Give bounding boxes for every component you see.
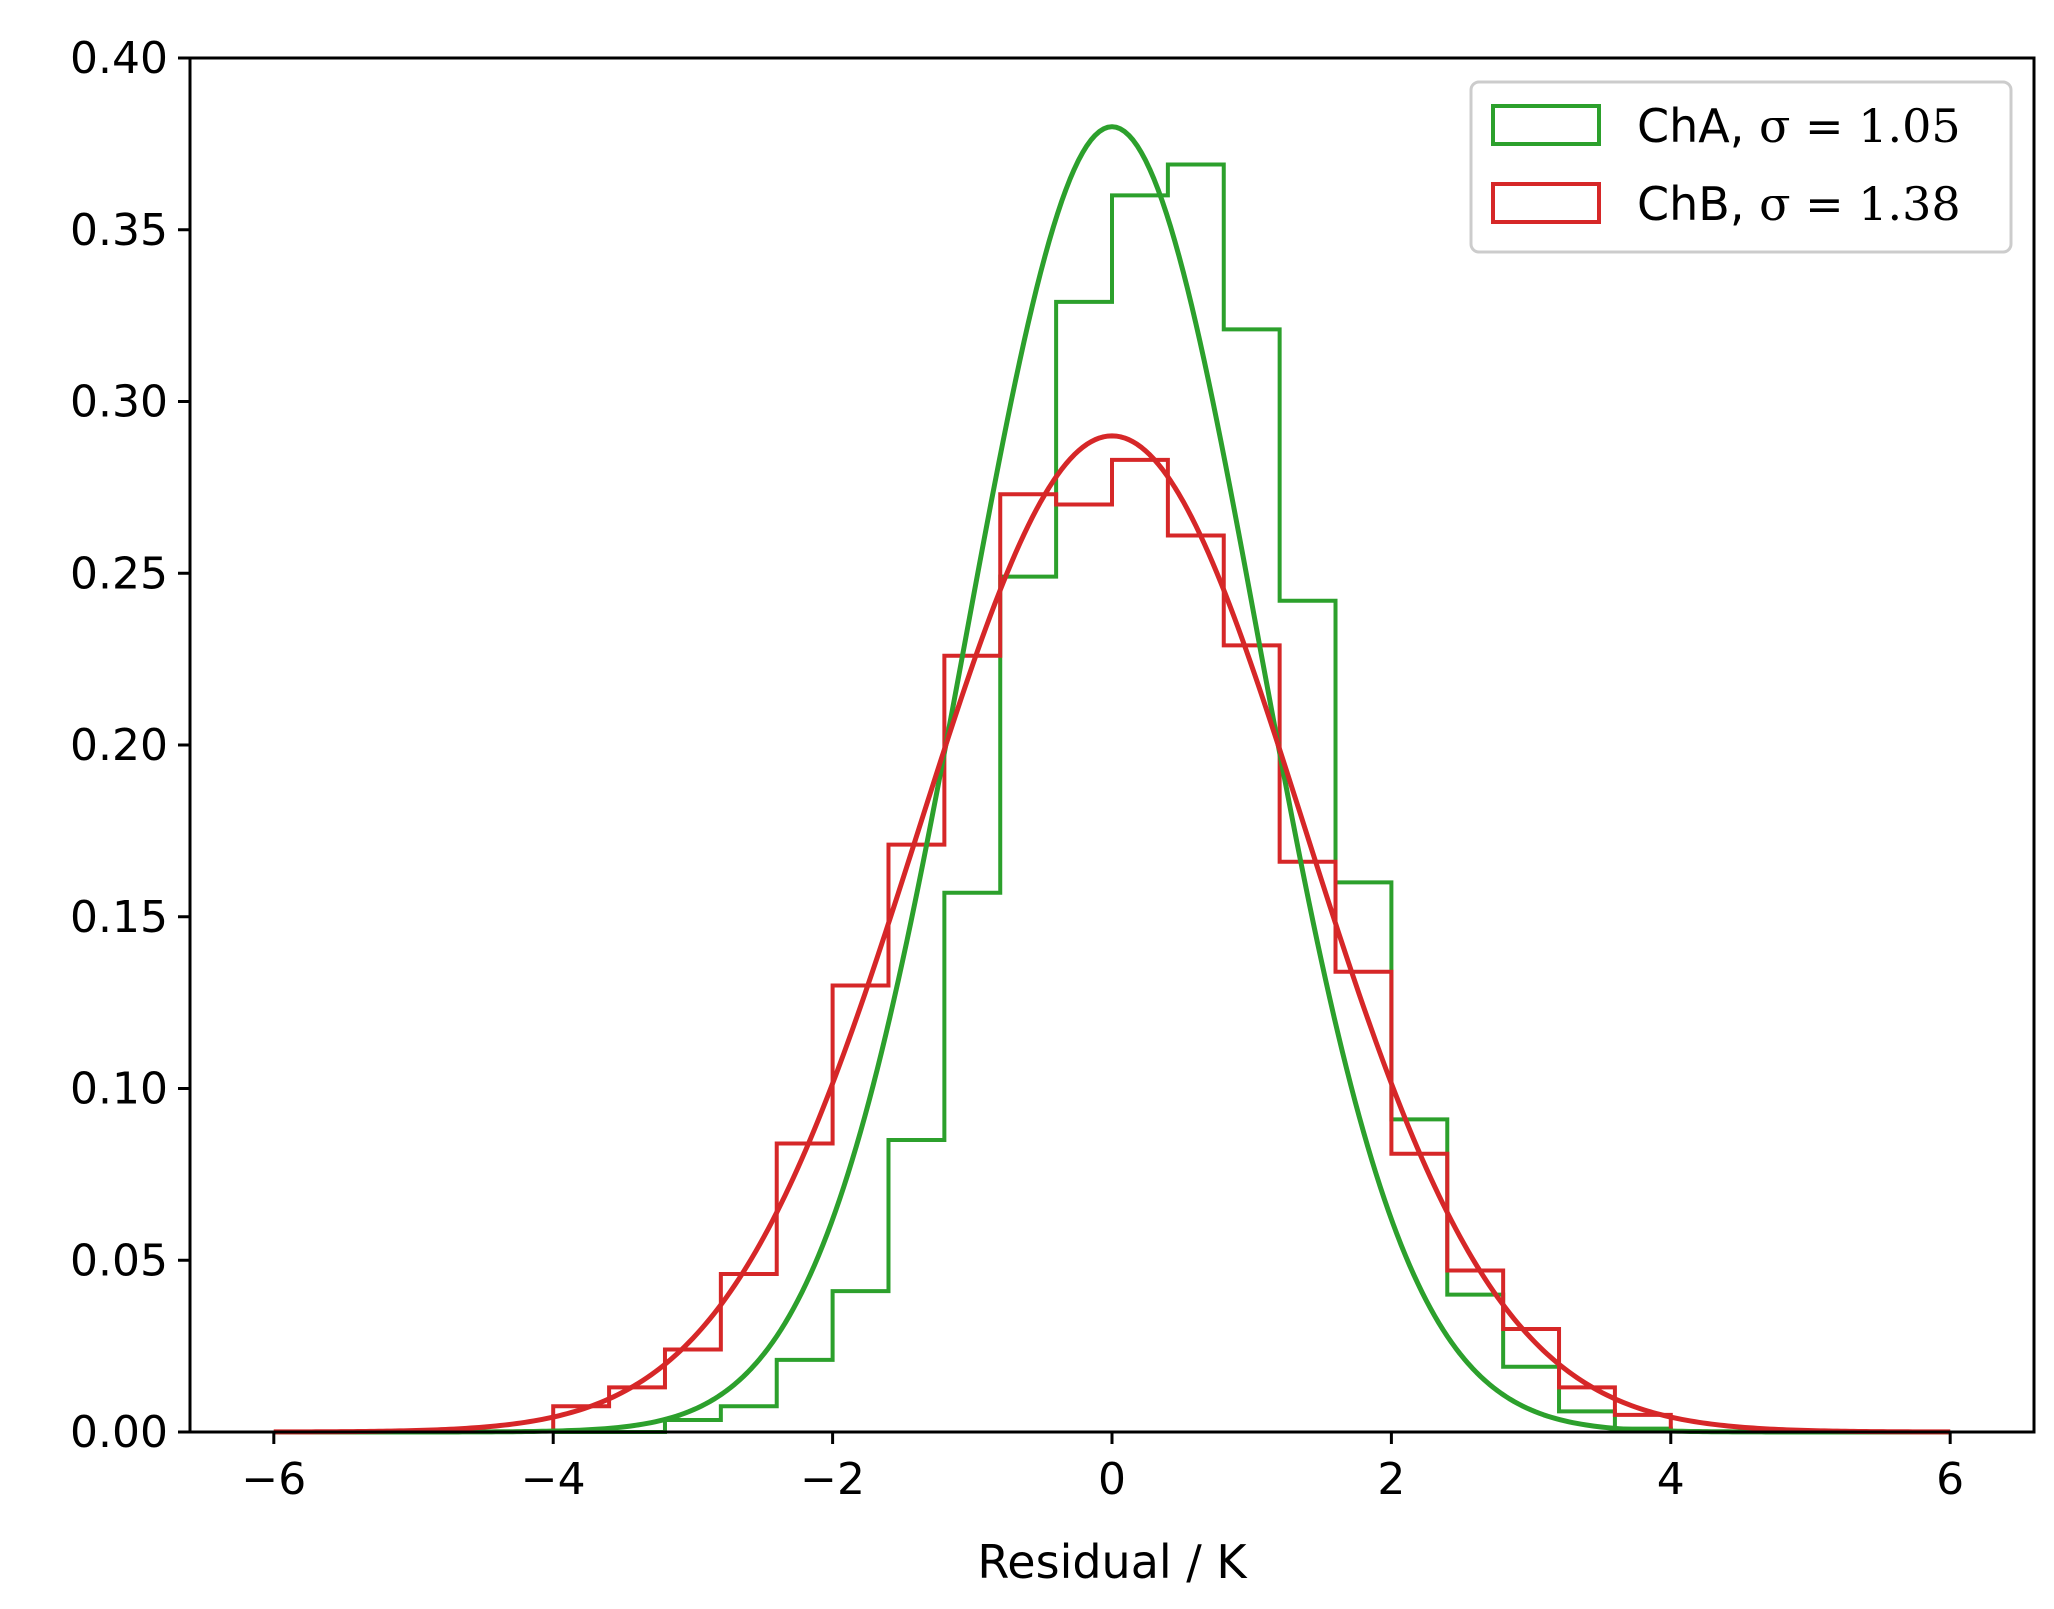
- y-tick-label: 0.10: [70, 1064, 168, 1115]
- y-tick-label: 0.35: [70, 205, 168, 256]
- y-tick-label: 0.05: [70, 1235, 168, 1286]
- x-tick-label: −4: [521, 1454, 586, 1505]
- x-tick-label: 6: [1936, 1454, 1964, 1505]
- cha-legend-name: ChA,: [1637, 99, 1759, 153]
- cha-legend-label: ChA, σ = 1.05: [1637, 99, 1961, 153]
- chb-legend-swatch: [1491, 182, 1601, 224]
- x-tick-label: −2: [800, 1454, 865, 1505]
- x-tick-label: −6: [241, 1454, 306, 1505]
- y-tick-label: 0.40: [70, 33, 168, 84]
- y-tick-label: 0.30: [70, 377, 168, 428]
- chb-histogram: [551, 457, 1673, 1432]
- chb-legend-sigma: σ = 1.38: [1759, 177, 1961, 231]
- chb-legend-name: ChB,: [1637, 177, 1759, 231]
- y-tick-label: 0.00: [70, 1407, 168, 1458]
- chb-gaussian-fit-curve: [273, 433, 1951, 1435]
- y-tick-label: 0.25: [70, 548, 168, 599]
- chb-legend-label: ChB, σ = 1.38: [1637, 177, 1961, 231]
- legend-box: [1469, 80, 2013, 254]
- cha-legend-sigma: σ = 1.05: [1759, 99, 1961, 153]
- x-tick-label: 0: [1098, 1454, 1126, 1505]
- x-axis-label: Residual / K: [977, 1535, 1248, 1589]
- axis-ticks: −6 −4 −2 0 2 4 6 0.00 0.05 0.10 0.15 0.20 0.25 0.30 0.…: [70, 33, 1964, 1505]
- cha-legend-swatch: [1491, 104, 1601, 146]
- y-tick-label: 0.15: [70, 892, 168, 943]
- y-tick-label: 0.20: [70, 720, 168, 771]
- x-tick-label: 4: [1657, 1454, 1685, 1505]
- x-tick-label: 2: [1377, 1454, 1405, 1505]
